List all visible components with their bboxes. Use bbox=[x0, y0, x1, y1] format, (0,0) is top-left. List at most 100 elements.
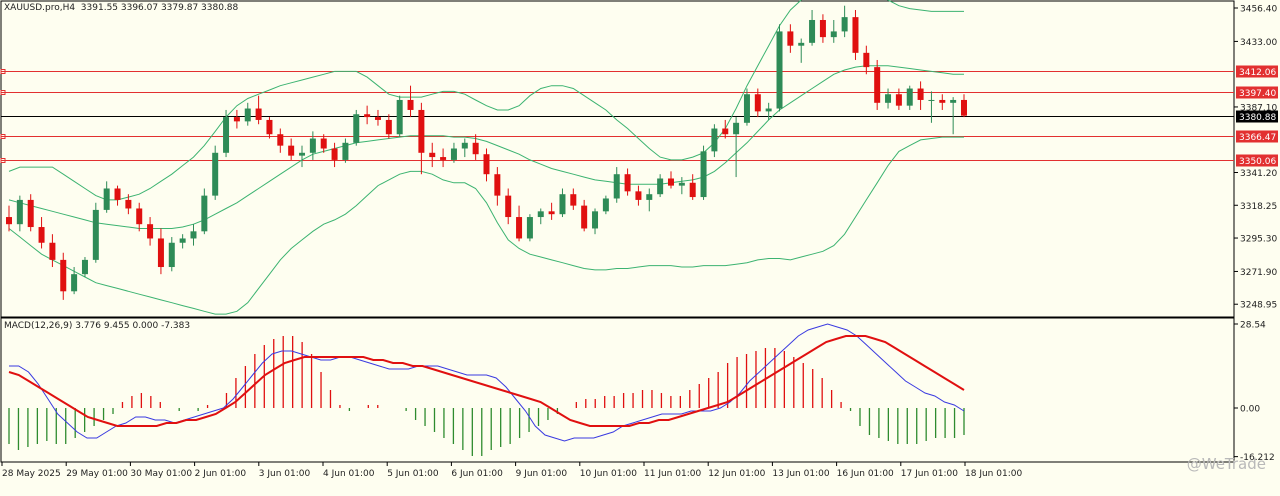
candle[interactable] bbox=[581, 199, 588, 232]
candle[interactable] bbox=[299, 145, 306, 168]
candle[interactable] bbox=[494, 167, 501, 206]
candle[interactable] bbox=[809, 9, 816, 46]
candle[interactable] bbox=[863, 45, 870, 75]
candle-body bbox=[168, 242, 175, 268]
candle[interactable] bbox=[830, 19, 837, 43]
candle[interactable] bbox=[353, 109, 360, 146]
candle[interactable] bbox=[874, 59, 881, 110]
candle[interactable] bbox=[157, 228, 164, 275]
candle[interactable] bbox=[602, 195, 609, 215]
candle[interactable] bbox=[450, 142, 457, 163]
candle[interactable] bbox=[667, 171, 674, 189]
candle[interactable] bbox=[939, 94, 946, 110]
candle[interactable] bbox=[624, 168, 631, 196]
candle[interactable] bbox=[776, 24, 783, 112]
candle[interactable] bbox=[711, 124, 718, 158]
candle[interactable] bbox=[342, 138, 349, 163]
candle[interactable] bbox=[255, 95, 262, 125]
candle[interactable] bbox=[309, 131, 316, 160]
candle[interactable] bbox=[407, 85, 414, 118]
candle[interactable] bbox=[71, 267, 78, 295]
candle[interactable] bbox=[852, 9, 859, 60]
level-anchor-handle[interactable] bbox=[0, 69, 6, 74]
candle[interactable] bbox=[49, 234, 56, 268]
candle[interactable] bbox=[136, 202, 143, 232]
candle[interactable] bbox=[27, 194, 34, 232]
candle[interactable] bbox=[60, 252, 67, 300]
candle[interactable] bbox=[440, 148, 447, 168]
level-anchor-handle[interactable] bbox=[0, 134, 6, 139]
candle[interactable] bbox=[331, 142, 338, 168]
candle[interactable] bbox=[657, 174, 664, 198]
candle[interactable] bbox=[92, 202, 99, 263]
candle-body bbox=[928, 99, 935, 101]
candle[interactable] bbox=[733, 117, 740, 178]
candle[interactable] bbox=[906, 85, 913, 110]
candle[interactable] bbox=[288, 138, 295, 160]
candle[interactable] bbox=[114, 185, 121, 206]
candle[interactable] bbox=[505, 188, 512, 225]
candle[interactable] bbox=[103, 181, 110, 213]
candle[interactable] bbox=[461, 138, 468, 158]
candle[interactable] bbox=[765, 102, 772, 120]
candle[interactable] bbox=[418, 102, 425, 175]
candle[interactable] bbox=[798, 38, 805, 63]
level-anchor-handle[interactable] bbox=[0, 158, 6, 163]
candle[interactable] bbox=[689, 174, 696, 200]
candle[interactable] bbox=[646, 188, 653, 212]
candle[interactable] bbox=[885, 88, 892, 109]
candle[interactable] bbox=[266, 117, 273, 139]
candle[interactable] bbox=[635, 185, 642, 206]
candle-body bbox=[841, 17, 848, 32]
candle[interactable] bbox=[754, 88, 761, 118]
candle[interactable] bbox=[201, 188, 208, 235]
candle[interactable] bbox=[526, 214, 533, 242]
candle[interactable] bbox=[125, 194, 132, 215]
candle[interactable] bbox=[950, 97, 957, 135]
candle[interactable] bbox=[483, 148, 490, 182]
candle[interactable] bbox=[841, 5, 848, 38]
candle[interactable] bbox=[168, 237, 175, 272]
candle[interactable] bbox=[6, 205, 12, 232]
candle[interactable] bbox=[396, 95, 403, 138]
candle[interactable] bbox=[147, 217, 154, 246]
candle[interactable] bbox=[277, 128, 284, 153]
candle[interactable] bbox=[928, 91, 935, 123]
candle[interactable] bbox=[38, 217, 45, 249]
candle[interactable] bbox=[700, 145, 707, 200]
level-anchor-handle[interactable] bbox=[0, 90, 6, 95]
candle[interactable] bbox=[895, 88, 902, 110]
candle[interactable] bbox=[548, 202, 555, 220]
candle[interactable] bbox=[570, 188, 577, 210]
candle[interactable] bbox=[613, 167, 620, 203]
macd-main-line bbox=[9, 323, 965, 442]
candle[interactable] bbox=[917, 81, 924, 110]
candle[interactable] bbox=[516, 205, 523, 242]
candle[interactable] bbox=[16, 195, 23, 232]
candle[interactable] bbox=[179, 234, 186, 249]
candle[interactable] bbox=[244, 102, 251, 126]
candle[interactable] bbox=[559, 188, 566, 218]
candle[interactable] bbox=[190, 224, 197, 246]
candle[interactable] bbox=[429, 142, 436, 168]
macd-pane-frame bbox=[0, 317, 1235, 463]
candle[interactable] bbox=[722, 119, 729, 139]
candle[interactable] bbox=[364, 105, 371, 125]
candle[interactable] bbox=[592, 208, 599, 235]
candle[interactable] bbox=[787, 24, 794, 53]
candle[interactable] bbox=[472, 134, 479, 160]
candle[interactable] bbox=[223, 109, 230, 158]
candle[interactable] bbox=[537, 208, 544, 225]
candle[interactable] bbox=[212, 145, 219, 200]
candle[interactable] bbox=[385, 114, 392, 139]
candle[interactable] bbox=[233, 109, 240, 129]
candle[interactable] bbox=[320, 134, 327, 153]
candle[interactable] bbox=[819, 14, 826, 43]
candle[interactable] bbox=[678, 177, 685, 195]
candle[interactable] bbox=[961, 94, 967, 118]
candle[interactable] bbox=[743, 88, 750, 126]
candle[interactable] bbox=[81, 257, 88, 278]
candle[interactable] bbox=[374, 109, 381, 126]
